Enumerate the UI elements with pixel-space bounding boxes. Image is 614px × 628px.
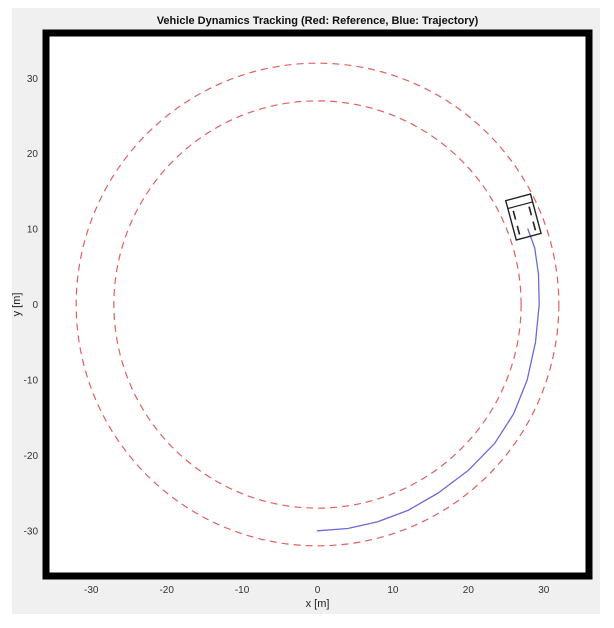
y-tick-label: -30 bbox=[24, 526, 39, 537]
y-axis-label: y [m] bbox=[11, 293, 23, 317]
x-tick-label: 20 bbox=[463, 585, 475, 596]
vehicle-body bbox=[504, 193, 542, 241]
axes-background bbox=[46, 33, 589, 576]
reference-circle-1 bbox=[75, 62, 560, 547]
x-tick-label: -20 bbox=[159, 585, 174, 596]
x-tick-label: 30 bbox=[538, 585, 550, 596]
vehicle-front-line bbox=[507, 201, 533, 210]
x-tick-label: -30 bbox=[84, 585, 99, 596]
reference-circle-2 bbox=[113, 100, 522, 509]
vehicle-wheel-1 bbox=[516, 225, 521, 235]
axes-border bbox=[42, 29, 593, 580]
vehicle-wheel-3 bbox=[512, 210, 517, 220]
x-tick-label: 0 bbox=[315, 585, 321, 596]
y-tick-label: 20 bbox=[27, 149, 39, 160]
vehicle-wheel-4 bbox=[528, 206, 533, 216]
vehicle-marker bbox=[504, 193, 542, 241]
trajectory-line bbox=[316, 228, 540, 532]
y-tick-label: 30 bbox=[27, 74, 39, 85]
plot-marks bbox=[75, 62, 560, 547]
y-tick-label: 10 bbox=[27, 225, 39, 236]
tick-labels: -30 -20 -10 0 10 20 30 -30 -20 -10 0 10 20 30 bbox=[24, 74, 550, 596]
y-tick-label: -20 bbox=[24, 451, 39, 462]
x-tick-label: -10 bbox=[235, 585, 250, 596]
y-tick-label: 0 bbox=[32, 300, 38, 311]
x-tick-label: 10 bbox=[387, 585, 399, 596]
x-axis-label: x [m] bbox=[306, 598, 330, 610]
y-tick-label: -10 bbox=[24, 375, 39, 386]
vehicle-wheel-2 bbox=[532, 221, 537, 231]
chart-title: Vehicle Dynamics Tracking (Red: Referenc… bbox=[157, 15, 479, 27]
